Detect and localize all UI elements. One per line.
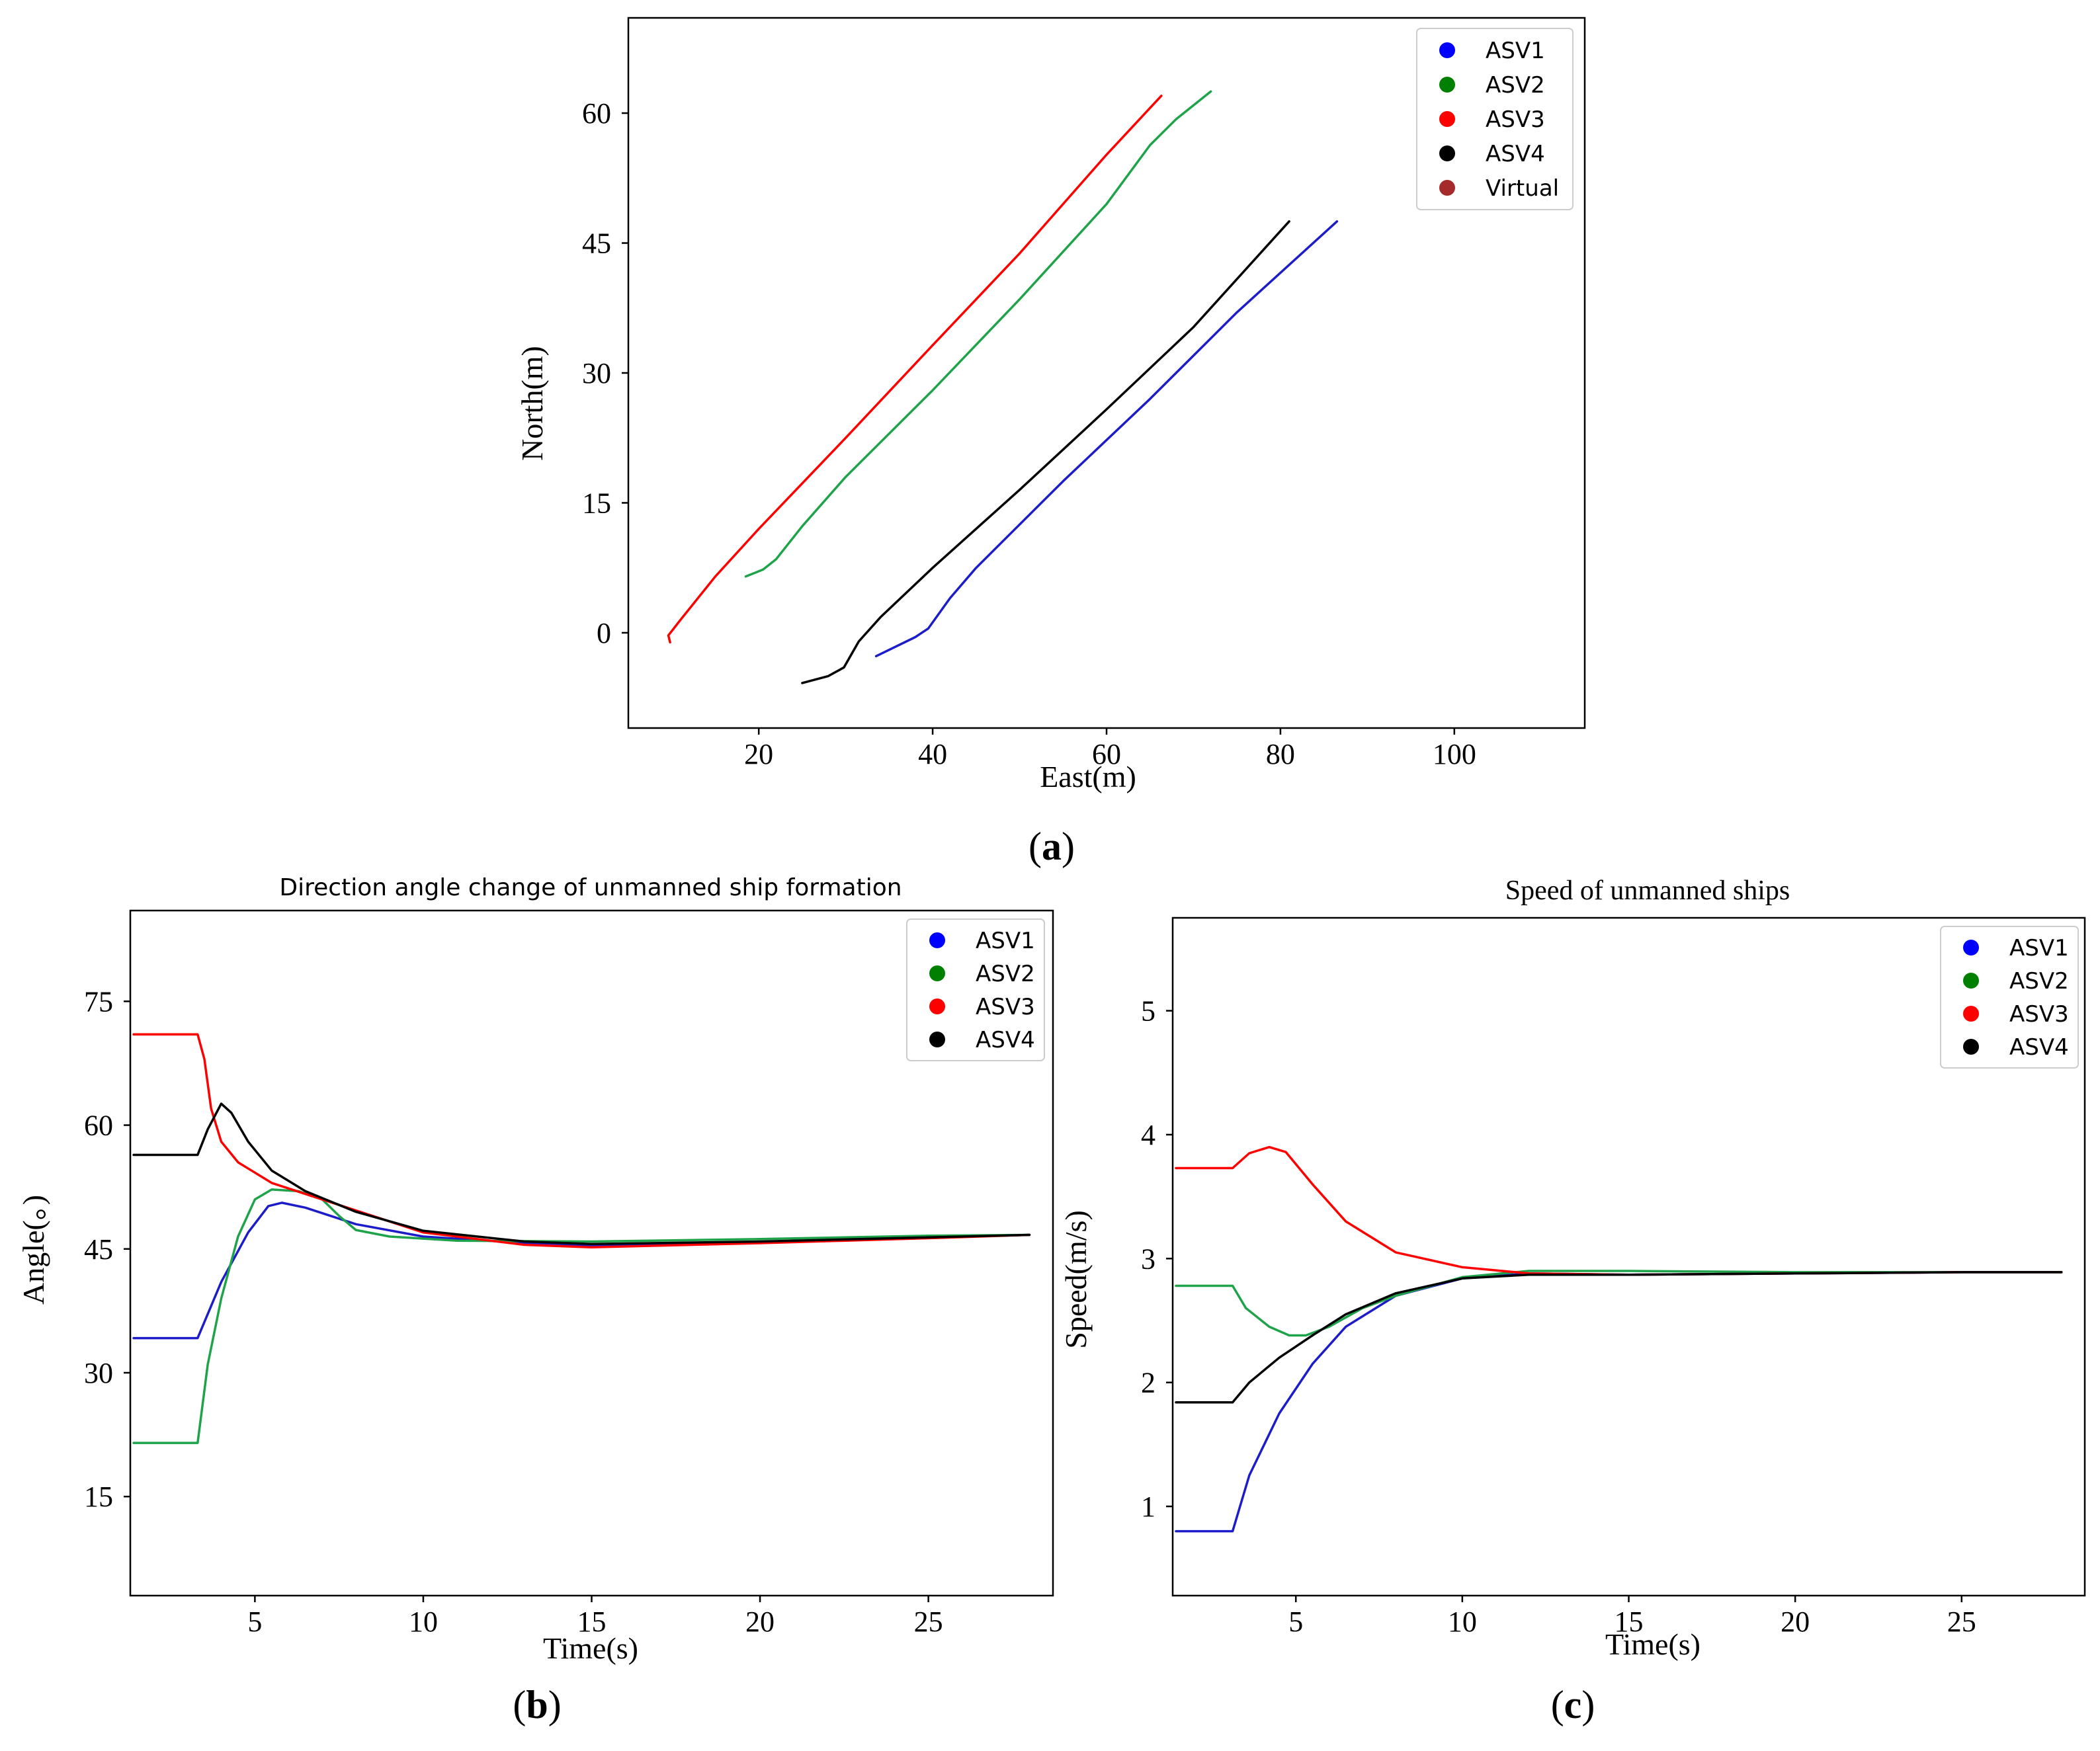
panel-c-series-asv4: [1175, 1271, 2063, 1404]
panel-b-ytick-label: 75: [84, 985, 113, 1018]
panel-c-chart: Speed of unmanned ships Time(s) Speed(m/…: [1059, 876, 2086, 1727]
panel-a-series-asv1: [874, 220, 1339, 658]
panel-c-legend-marker: [1963, 940, 1979, 956]
panel-b-series-asv3: [132, 1033, 1031, 1249]
panel-a-ylabel: North(m): [515, 346, 549, 461]
panel-b-xtick-label: 25: [914, 1606, 943, 1638]
svg-text:(a): (a): [1029, 825, 1075, 868]
panel-a-legend-marker: [1439, 42, 1455, 58]
panel-a-xtick-label: 80: [1266, 738, 1295, 770]
panel-a-legend-marker: [1439, 111, 1455, 127]
panel-b-series-asv1: [132, 1201, 1031, 1340]
panel-b-ytick-label: 45: [84, 1233, 113, 1266]
panel-c-legend-label: ASV4: [2009, 1034, 2069, 1061]
panel-c-legend-label: ASV2: [2009, 968, 2069, 995]
panel-b-xtick-label: 10: [409, 1606, 438, 1638]
panel-b-xtick-label: 20: [745, 1606, 775, 1638]
panel-b-xtick-label: 5: [247, 1606, 262, 1638]
panel-b-xtick-label: 15: [577, 1606, 607, 1638]
panel-a-legend-marker: [1439, 77, 1455, 93]
panel-c-legend-label: ASV3: [2009, 1001, 2069, 1028]
panel-c-xlabel: Time(s): [1605, 1627, 1701, 1661]
panel-b-xlabel: Time(s): [543, 1631, 638, 1665]
panel-b-legend-label: ASV3: [976, 994, 1035, 1020]
panel-a-xlabel: East(m): [1040, 760, 1136, 794]
panel-c-xtick-label: 5: [1288, 1606, 1303, 1638]
panel-b-legend-label: ASV1: [976, 928, 1035, 954]
panel-a-xtick-label: 100: [1433, 738, 1476, 770]
panel-b-legend-label: ASV2: [976, 961, 1035, 987]
panel-a-legend: [1416, 28, 1574, 210]
panel-c-title: Speed of unmanned ships: [1505, 876, 1790, 906]
panel-a-xtick-label: 20: [744, 738, 773, 770]
panel-b-chart: Direction angle change of unmanned ship …: [17, 874, 1054, 1727]
panel-c-xtick-label: 20: [1781, 1606, 1810, 1638]
panel-a-ytick-label: 60: [582, 97, 611, 130]
panel-c-legend-marker: [1963, 973, 1979, 989]
panel-b-legend-marker: [929, 965, 945, 981]
panel-b-ytick-label: 30: [84, 1357, 113, 1389]
panel-b-series-asv2: [132, 1188, 1031, 1444]
panel-a-ytick-label: 15: [582, 487, 611, 519]
panel-b-legend-marker: [929, 1032, 945, 1047]
panel-c-legend-label: ASV1: [2009, 935, 2069, 961]
panel-c-ytick-label: 5: [1141, 995, 1155, 1028]
panel-c-series-asv3: [1175, 1145, 2063, 1276]
panel-a-chart: East(m) North(m) (a) 20 40 60 80 100 0 15 30 45 6…: [515, 17, 1586, 868]
panel-b-legend-label: ASV4: [976, 1027, 1035, 1053]
panel-a-series-asv3: [667, 95, 1163, 644]
panel-c-ylabel: Speed(m/s): [1059, 1210, 1093, 1349]
panel-a-legend-marker: [1439, 180, 1455, 196]
panel-c-ytick-label: 2: [1141, 1367, 1155, 1399]
svg-text:(b): (b): [513, 1683, 561, 1727]
panel-c-legend-marker: [1963, 1006, 1979, 1022]
panel-a-legend-label: Virtual: [1486, 175, 1559, 202]
panel-a-ytick-label: 30: [582, 357, 611, 389]
svg-text:(c): (c): [1551, 1683, 1595, 1727]
panel-c-ytick-label: 4: [1141, 1119, 1155, 1151]
panel-b-ytick-label: 60: [84, 1110, 113, 1142]
panel-b-legend-marker: [929, 998, 945, 1014]
panel-a-legend-label: ASV1: [1486, 38, 1545, 64]
panel-a-ytick-label: 0: [597, 617, 611, 649]
panel-a-legend-label: ASV4: [1486, 141, 1545, 167]
panel-c-series-asv2: [1175, 1270, 2063, 1337]
panel-b-ytick-label: 15: [84, 1481, 113, 1513]
panel-c-legend: [1940, 926, 2079, 1069]
panel-b-legend: [906, 918, 1045, 1061]
panel-c-series-asv1: [1175, 1271, 2063, 1533]
panel-c-legend-marker: [1963, 1039, 1979, 1055]
panel-a-legend-marker: [1439, 145, 1455, 161]
panel-c-xtick-label: 15: [1615, 1606, 1644, 1638]
panel-b-series-asv4: [132, 1102, 1031, 1246]
panel-a-xtick-label: 60: [1092, 738, 1121, 770]
panel-c-label: c: [1564, 1683, 1582, 1727]
panel-a-xtick-label: 40: [918, 738, 947, 770]
panel-b-title: Direction angle change of unmanned ship …: [279, 874, 902, 901]
panel-a-legend-label: ASV3: [1486, 106, 1545, 133]
panel-b-legend-marker: [929, 932, 945, 948]
panel-a-series-asv4: [801, 220, 1290, 684]
panel-c-xtick-label: 10: [1448, 1606, 1477, 1638]
panel-c-xtick-label: 25: [1947, 1606, 1976, 1638]
panel-b-ylabel: Angle(。): [17, 1195, 50, 1305]
panel-c-ytick-label: 1: [1141, 1490, 1155, 1523]
panel-c-ytick-label: 3: [1141, 1242, 1155, 1275]
panel-a-label: a: [1042, 825, 1062, 868]
panel-a-ytick-label: 45: [582, 227, 611, 260]
panel-a-legend-label: ASV2: [1486, 72, 1545, 99]
panel-a-series-asv2: [744, 90, 1212, 578]
panel-b-label: b: [526, 1683, 548, 1727]
